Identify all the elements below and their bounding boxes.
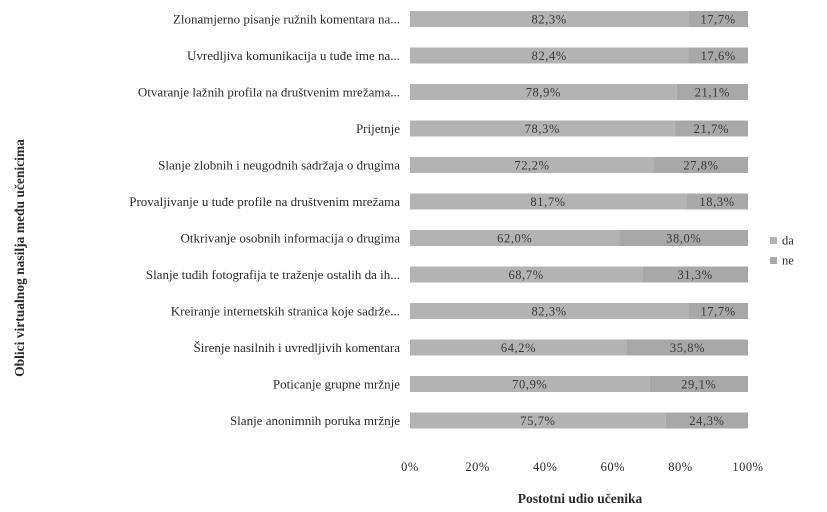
data-label-ne: 27,8% xyxy=(683,159,718,173)
data-label-ne: 35,8% xyxy=(670,341,705,355)
bar-segment-da xyxy=(410,266,643,283)
x-tick-label: 60% xyxy=(601,460,625,474)
category-label: Uvredljiva komunikacija u tuđe ime na... xyxy=(187,48,400,63)
data-label-ne: 17,7% xyxy=(700,13,735,27)
data-label-da: 81,7% xyxy=(530,195,565,209)
category-label: Slanje anonimnih poruka mržnje xyxy=(230,413,400,428)
category-label: Prijetnje xyxy=(356,121,400,136)
data-label-ne: 21,7% xyxy=(694,122,729,136)
bar-segment-da xyxy=(410,303,689,319)
category-labels: Zlonamjerno pisanje ružnih komentara na.… xyxy=(129,12,400,429)
data-label-da: 78,9% xyxy=(526,86,561,100)
category-label: Slanje tuđih fotografija te traženje ost… xyxy=(146,267,400,282)
x-axis-ticks: 0% 20% 40% 60% 80% 100% xyxy=(401,460,763,474)
data-label-da: 70,9% xyxy=(512,378,547,392)
category-label: Slanje zlobnih i neugodnih sadržaja o dr… xyxy=(158,158,400,173)
data-label-da: 75,7% xyxy=(520,414,555,428)
bar-segment-ne xyxy=(688,11,748,27)
x-tick-label: 0% xyxy=(401,460,419,474)
legend: da ne xyxy=(770,234,794,268)
bar-segment-da xyxy=(410,84,677,100)
bars-layer: 82,3% 17,7% 82,4% 17,6% 78,9% 21,1% 78,3% 21,7%… xyxy=(410,11,748,429)
data-label-ne: 24,3% xyxy=(689,414,724,428)
category-label: Otkrivanje osobnih informacija o drugima xyxy=(180,231,400,246)
bar-segment-da xyxy=(410,11,689,27)
data-label-da: 64,2% xyxy=(501,341,536,355)
legend-label-da: da xyxy=(782,234,794,248)
bar-segment-ne xyxy=(676,84,748,100)
bar-segment-ne xyxy=(619,230,748,246)
category-label: Širenje nasilnih i uvredljivih komentara xyxy=(193,340,400,355)
category-label: Provaljivanje u tuđe profile na društven… xyxy=(129,194,400,209)
data-label-ne: 29,1% xyxy=(681,378,716,392)
x-tick-label: 20% xyxy=(465,460,489,474)
x-tick-label: 40% xyxy=(533,460,557,474)
data-label-da: 78,3% xyxy=(525,122,560,136)
x-tick-label: 80% xyxy=(668,460,692,474)
bar-segment-ne xyxy=(686,193,748,210)
data-label-ne: 38,0% xyxy=(666,232,701,246)
bar-segment-da xyxy=(410,230,620,246)
data-label-da: 82,3% xyxy=(531,13,566,27)
data-label-da: 82,4% xyxy=(532,49,567,63)
bar-segment-da xyxy=(410,120,675,137)
x-tick-label: 100% xyxy=(732,460,763,474)
y-axis-title: Oblici virtualnog nasilja među učenicima xyxy=(12,139,27,377)
legend-label-ne: ne xyxy=(782,254,794,268)
bar-segment-da xyxy=(410,376,650,392)
legend-swatch-da xyxy=(770,237,777,244)
bar-segment-ne xyxy=(642,266,748,283)
category-label: Kreiranje internetskih stranica koje sad… xyxy=(171,304,400,319)
data-label-da: 68,7% xyxy=(508,268,543,282)
data-label-ne: 17,6% xyxy=(701,49,736,63)
bar-segment-ne xyxy=(665,412,748,429)
x-axis-title: Postotni udio učenika xyxy=(518,491,643,506)
bar-segment-da xyxy=(410,339,627,356)
bar-segment-da xyxy=(410,193,687,210)
bar-segment-ne xyxy=(649,376,748,392)
data-label-da: 72,2% xyxy=(514,159,549,173)
bar-segment-da xyxy=(410,47,689,64)
bar-segment-da xyxy=(410,157,655,173)
legend-swatch-ne xyxy=(770,257,777,264)
bar-segment-ne xyxy=(688,303,748,319)
category-label: Poticanje grupne mržnje xyxy=(273,377,400,392)
bar-segment-ne xyxy=(654,157,748,173)
data-label-ne: 31,3% xyxy=(677,268,712,282)
category-label: Otvaranje lažnih profila na društvenim m… xyxy=(138,85,400,100)
data-label-ne: 17,7% xyxy=(700,305,735,319)
bar-segment-ne xyxy=(627,339,748,356)
category-label: Zlonamjerno pisanje ružnih komentara na.… xyxy=(173,12,400,27)
data-label-da: 82,3% xyxy=(531,305,566,319)
data-label-ne: 18,3% xyxy=(699,195,734,209)
bar-segment-ne xyxy=(674,120,748,137)
bar-segment-ne xyxy=(688,47,748,64)
data-label-ne: 21,1% xyxy=(695,86,730,100)
bar-segment-da xyxy=(410,412,666,429)
data-label-da: 62,0% xyxy=(497,232,532,246)
